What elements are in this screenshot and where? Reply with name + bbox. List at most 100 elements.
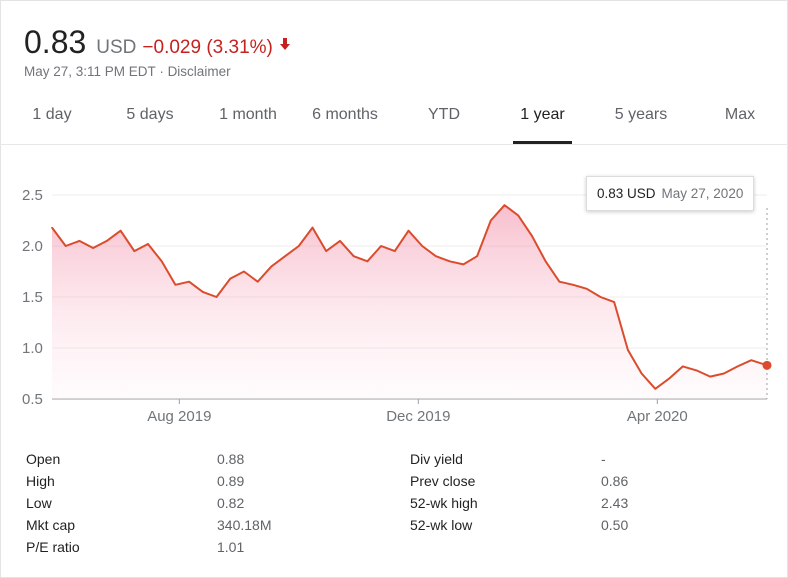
tab-ytd[interactable]: YTD bbox=[428, 106, 460, 123]
data-point bbox=[202, 291, 204, 293]
data-point bbox=[352, 255, 355, 257]
tooltip-value: 0.83 USD bbox=[597, 186, 656, 201]
stat-label-52wk-low: 52-wk low bbox=[410, 517, 473, 533]
data-point bbox=[160, 260, 163, 263]
data-point bbox=[558, 280, 561, 283]
tab-5-years[interactable]: 5 years bbox=[614, 106, 668, 123]
data-point bbox=[448, 260, 451, 263]
data-point bbox=[270, 265, 273, 268]
stat-value-52wk-low: 0.50 bbox=[601, 517, 629, 533]
meta-separator: · bbox=[155, 64, 168, 79]
data-point bbox=[709, 375, 711, 378]
data-point bbox=[215, 296, 218, 298]
price-change: −0.029 (3.31%) bbox=[142, 37, 273, 58]
x-tick-label: Aug 2019 bbox=[147, 408, 211, 425]
data-point bbox=[435, 255, 437, 257]
data-point bbox=[119, 229, 122, 232]
tab-5-days[interactable]: 5 days bbox=[126, 106, 174, 123]
data-point bbox=[476, 255, 478, 257]
data-point bbox=[78, 240, 81, 242]
stat-label-52wk-high: 52-wk high bbox=[410, 495, 478, 511]
data-point bbox=[654, 388, 657, 390]
stat-label-div-yield: Div yield bbox=[410, 451, 463, 467]
data-point bbox=[695, 369, 698, 372]
data-point bbox=[380, 245, 382, 247]
data-point bbox=[325, 250, 328, 252]
tab-1-day[interactable]: 1 day bbox=[32, 106, 72, 123]
data-point bbox=[462, 263, 465, 266]
data-point bbox=[106, 240, 108, 242]
data-point bbox=[421, 245, 424, 247]
arrow-down-icon bbox=[279, 37, 291, 56]
stat-value-open: 0.88 bbox=[217, 451, 245, 467]
y-tick-label: 2.0 bbox=[22, 238, 43, 255]
x-tick-label: Apr 2020 bbox=[627, 408, 688, 425]
price-header: 0.83 USD −0.029 (3.31%) bbox=[24, 24, 291, 61]
tooltip-date: May 27, 2020 bbox=[661, 186, 744, 201]
tab-6-months[interactable]: 6 months bbox=[312, 106, 378, 123]
data-point bbox=[298, 245, 300, 247]
stat-value-prev-close: 0.86 bbox=[601, 473, 629, 489]
y-tick-label: 1.5 bbox=[22, 289, 43, 306]
data-point bbox=[723, 372, 725, 375]
data-point bbox=[407, 229, 410, 232]
stat-label-pe-ratio: P/E ratio bbox=[26, 539, 80, 555]
y-tick-label: 0.5 bbox=[22, 391, 43, 408]
data-point bbox=[627, 349, 629, 351]
tab-max[interactable]: Max bbox=[724, 106, 756, 123]
data-point bbox=[394, 250, 396, 252]
data-point bbox=[339, 240, 341, 242]
data-point bbox=[256, 280, 259, 283]
data-point bbox=[750, 359, 753, 362]
data-point bbox=[599, 296, 602, 298]
disclaimer-link[interactable]: Disclaimer bbox=[167, 64, 231, 79]
data-point bbox=[613, 301, 616, 303]
data-point bbox=[174, 283, 177, 286]
stat-label-low: Low bbox=[26, 495, 52, 511]
data-point bbox=[92, 247, 94, 249]
data-point bbox=[366, 260, 369, 263]
quote-timestamp: May 27, 3:11 PM EDT bbox=[24, 64, 156, 79]
data-point bbox=[51, 226, 53, 229]
stat-label-open: Open bbox=[26, 451, 61, 467]
stat-value-high: 0.89 bbox=[217, 473, 245, 489]
stat-value-div-yield: - bbox=[601, 451, 606, 467]
range-tabs: 1 day 5 days 1 month 6 months YTD 1 year… bbox=[0, 96, 788, 144]
data-point bbox=[585, 288, 588, 290]
data-point bbox=[544, 260, 547, 263]
tab-1-year[interactable]: 1 year bbox=[513, 96, 572, 144]
stat-label-mkt-cap: Mkt cap bbox=[26, 517, 76, 533]
data-point bbox=[133, 250, 136, 252]
data-point bbox=[736, 365, 739, 368]
quote-meta: May 27, 3:11 PM EDT · Disclaimer bbox=[24, 64, 231, 79]
data-point bbox=[147, 243, 149, 245]
tab-1-month[interactable]: 1 month bbox=[219, 106, 277, 123]
stat-value-mkt-cap: 340.18M bbox=[217, 517, 272, 533]
data-point bbox=[64, 245, 67, 247]
tabs-divider bbox=[0, 144, 788, 145]
data-point bbox=[229, 277, 232, 280]
price-area bbox=[52, 205, 767, 399]
data-point bbox=[284, 255, 286, 257]
stat-label-prev-close: Prev close bbox=[410, 473, 476, 489]
data-point bbox=[681, 365, 684, 368]
data-point bbox=[243, 270, 245, 273]
data-point bbox=[517, 214, 520, 217]
x-tick-label: Dec 2019 bbox=[386, 408, 450, 425]
data-point bbox=[489, 219, 492, 222]
currency-label: USD bbox=[96, 37, 137, 58]
data-point bbox=[311, 226, 314, 229]
data-point bbox=[188, 280, 190, 283]
stat-label-high: High bbox=[26, 473, 55, 489]
price-tooltip: 0.83 USD May 27, 2020 bbox=[586, 176, 755, 211]
stat-value-pe-ratio: 1.01 bbox=[217, 539, 245, 555]
data-point bbox=[668, 377, 670, 380]
data-point bbox=[572, 283, 574, 286]
y-tick-label: 2.5 bbox=[22, 187, 43, 204]
data-point bbox=[531, 235, 533, 237]
current-price: 0.83 bbox=[24, 24, 87, 60]
data-point bbox=[503, 204, 506, 206]
stat-value-low: 0.82 bbox=[217, 495, 245, 511]
stat-value-52wk-high: 2.43 bbox=[601, 495, 629, 511]
price-chart[interactable]: 2.5 2.0 1.5 1.0 0.5 Aug 2019 Dec 2019 Apr 2020 bbox=[0, 150, 788, 440]
